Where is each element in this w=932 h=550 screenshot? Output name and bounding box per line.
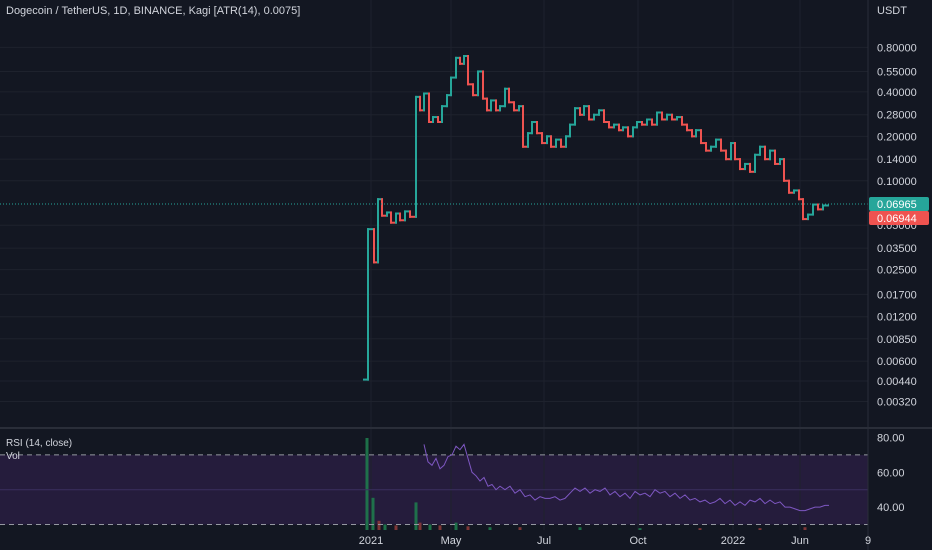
price-tick-label: 0.20000 [877,131,917,143]
volume-bar [518,527,522,530]
volume-bar [638,528,642,530]
price-tick-label: 0.28000 [877,110,917,122]
time-tick-label: 2022 [721,535,745,547]
time-tick-label: Jul [537,535,551,547]
rsi-label: RSI (14, close) [6,438,72,449]
volume-bar [758,528,762,530]
price-tick-label: 0.03500 [877,243,917,255]
last-price-badge-text: 0.06965 [877,199,917,211]
price-tick-label: 0.01200 [877,312,917,324]
price-tick-label: 0.10000 [877,176,917,188]
price-tick-label: 0.80000 [877,42,917,54]
last-price-badge [869,196,929,211]
volume-bar [394,525,398,530]
price-tick-label: 0.00850 [877,334,917,346]
price-axis[interactable]: 0.80000 0.55000 0.40000 0.28000 0.20000 0.140… [869,42,929,408]
rsi-area [0,443,868,526]
volume-bar [488,527,492,530]
volume-bar [438,525,442,530]
grid [0,0,868,530]
price-tick-label: 0.01700 [877,289,917,301]
time-axis[interactable]: 2021 May Jul Oct 2022 Jun 9 [359,535,871,547]
volume-bar [414,502,418,530]
time-tick-label: May [441,535,462,547]
volume-bar [803,527,807,530]
volume-bar [466,526,470,530]
currency-label: USDT [877,5,907,17]
volume-bar [698,528,702,530]
vol-label: Vol [6,451,20,462]
chart-title: Dogecoin / TetherUS, 1D, BINANCE, Kagi [… [6,5,300,17]
prev-price-badge-text: 0.06944 [877,213,917,225]
time-tick-label: 2021 [359,535,383,547]
price-tick-label: 0.00600 [877,356,917,368]
volume-bar [371,497,375,530]
volume-bar [418,522,422,530]
time-tick-label: Oct [629,535,646,547]
rsi-tick-label: 60.00 [877,467,905,479]
price-tick-label: 0.14000 [877,154,917,166]
volume-bar [454,522,458,530]
volume-bar [578,527,582,530]
rsi-tick-label: 80.00 [877,432,905,444]
volume-bar [365,438,369,530]
time-tick-label: 9 [865,535,871,547]
rsi-line [423,443,829,512]
volume-bar [383,524,387,530]
prev-price-badge [869,210,929,225]
price-tick-label: 0.55000 [877,66,917,78]
price-tick-label: 0.00320 [877,396,917,408]
time-tick-label: Jun [791,535,809,547]
price-area[interactable] [0,54,868,381]
volume-bar [377,520,381,530]
price-tick-label: 0.40000 [877,87,917,99]
rsi-tick-label: 40.00 [877,502,905,514]
volume-bar [428,524,432,530]
rsi-axis[interactable]: 80.00 60.00 40.00 [877,432,905,514]
volume-bars [365,438,807,530]
price-tick-label: 0.00440 [877,376,917,388]
price-tick-label: 0.02500 [877,265,917,277]
